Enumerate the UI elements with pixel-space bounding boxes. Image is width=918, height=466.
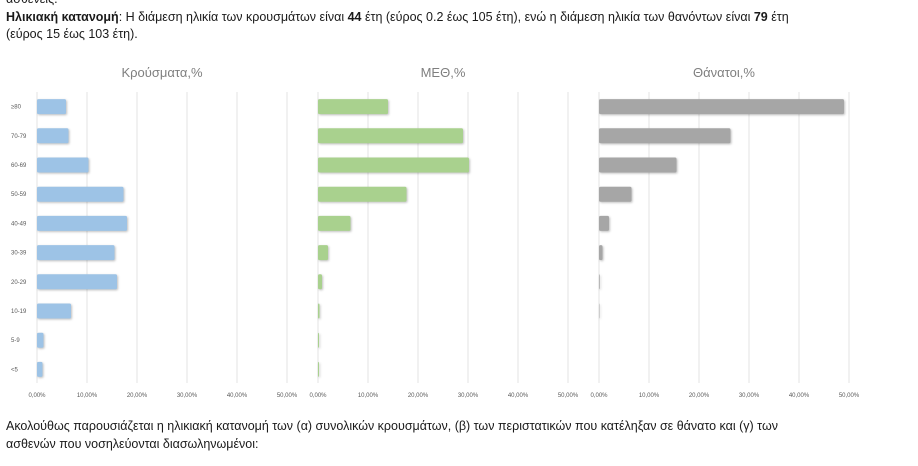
bar-deaths <box>599 157 677 173</box>
bar-deaths <box>599 274 600 290</box>
x-tick-label: 10,00% <box>639 393 660 399</box>
intro-paragraph-line1: Ακολούθως παρουσιάζεται η ηλικιακή καταν… <box>6 419 778 433</box>
category-label: 30-39 <box>11 251 27 257</box>
x-tick-label: 40,00% <box>508 393 529 399</box>
age-distribution-heading: Ηλικιακή κατανομή <box>6 10 119 24</box>
x-tick-label: 30,00% <box>177 393 198 399</box>
bar-deaths <box>599 99 844 115</box>
category-label: 70-79 <box>11 134 27 140</box>
text-segment: Η διάμεση ηλικία των κρουσμάτων είναι <box>125 10 348 24</box>
median-age-deaths: 79 <box>753 10 768 24</box>
bar-cases <box>37 245 115 261</box>
bar-cases <box>37 128 69 144</box>
bar-deaths <box>599 215 609 231</box>
x-tick-label: 20,00% <box>408 393 429 399</box>
category-label: <5 <box>11 367 19 373</box>
bar-cases <box>37 274 117 290</box>
bar-deaths <box>599 128 731 144</box>
bar-cases <box>37 303 71 319</box>
category-label: ≥80 <box>11 105 22 111</box>
chart-title-deaths: Θάνατοι,% <box>693 65 755 80</box>
age-distribution-paragraph-line1: Ηλικιακή κατανομή: Η διάμεση ηλικία των … <box>6 9 789 26</box>
bar-icu <box>318 128 463 144</box>
x-tick-label: 0,00% <box>590 393 608 399</box>
bar-cases <box>37 361 43 377</box>
category-label: 5-9 <box>11 338 20 344</box>
chart-title-icu: ΜΕΘ,% <box>421 65 466 80</box>
category-label: 50-59 <box>11 192 27 198</box>
x-tick-label: 0,00% <box>28 393 46 399</box>
bar-cases <box>37 332 44 348</box>
category-label: 20-29 <box>11 280 27 286</box>
clipped-text-fragment: ασθενείς. <box>6 0 58 8</box>
bar-deaths <box>599 303 600 319</box>
bar-icu <box>318 215 351 231</box>
category-label: 10-19 <box>11 309 27 315</box>
bar-icu <box>318 99 388 115</box>
bar-icu <box>318 303 320 319</box>
x-tick-label: 50,00% <box>277 393 298 399</box>
bar-icu <box>318 157 469 173</box>
bar-icu <box>318 245 328 261</box>
x-tick-label: 30,00% <box>739 393 760 399</box>
bar-icu <box>318 361 319 377</box>
chart-title-cases: Κρούσματα,% <box>121 65 203 80</box>
age-distribution-paragraph-line2: (εύρος 15 έως 103 έτη). <box>6 27 138 41</box>
bar-icu <box>318 332 319 348</box>
intro-paragraph-line2: ασθενών που νοσηλεύονται διασωληνωμένοι: <box>6 437 259 451</box>
bar-cases <box>37 186 124 202</box>
x-tick-label: 10,00% <box>77 393 98 399</box>
bar-icu <box>318 186 407 202</box>
x-tick-label: 40,00% <box>227 393 248 399</box>
age-distribution-charts: 0,00% 10,00% 20,00% 30,00% 40,00% 50,00% Κρούσ… <box>11 65 860 399</box>
x-tick-label: 0,00% <box>309 393 327 399</box>
x-tick-label: 50,00% <box>839 393 860 399</box>
median-age-cases: 44 <box>347 10 362 24</box>
category-label: 60-69 <box>11 163 27 169</box>
bar-deaths <box>599 245 603 261</box>
bar-cases <box>37 99 66 115</box>
x-tick-label: 20,00% <box>127 393 148 399</box>
text-segment: έτη (εύρος 0.2 έως 105 έτη), ενώ η διάμε… <box>361 10 754 24</box>
x-tick-label: 20,00% <box>689 393 710 399</box>
x-tick-label: 10,00% <box>358 393 379 399</box>
x-tick-label: 50,00% <box>558 393 579 399</box>
x-tick-label: 40,00% <box>789 393 810 399</box>
text-segment: έτη <box>767 10 789 24</box>
bar-icu <box>318 274 322 290</box>
bar-cases <box>37 157 89 173</box>
bar-deaths <box>599 186 632 202</box>
bar-cases <box>37 215 127 231</box>
category-label: 40-49 <box>11 221 27 227</box>
heading-separator: : <box>118 10 126 24</box>
x-tick-label: 30,00% <box>458 393 479 399</box>
